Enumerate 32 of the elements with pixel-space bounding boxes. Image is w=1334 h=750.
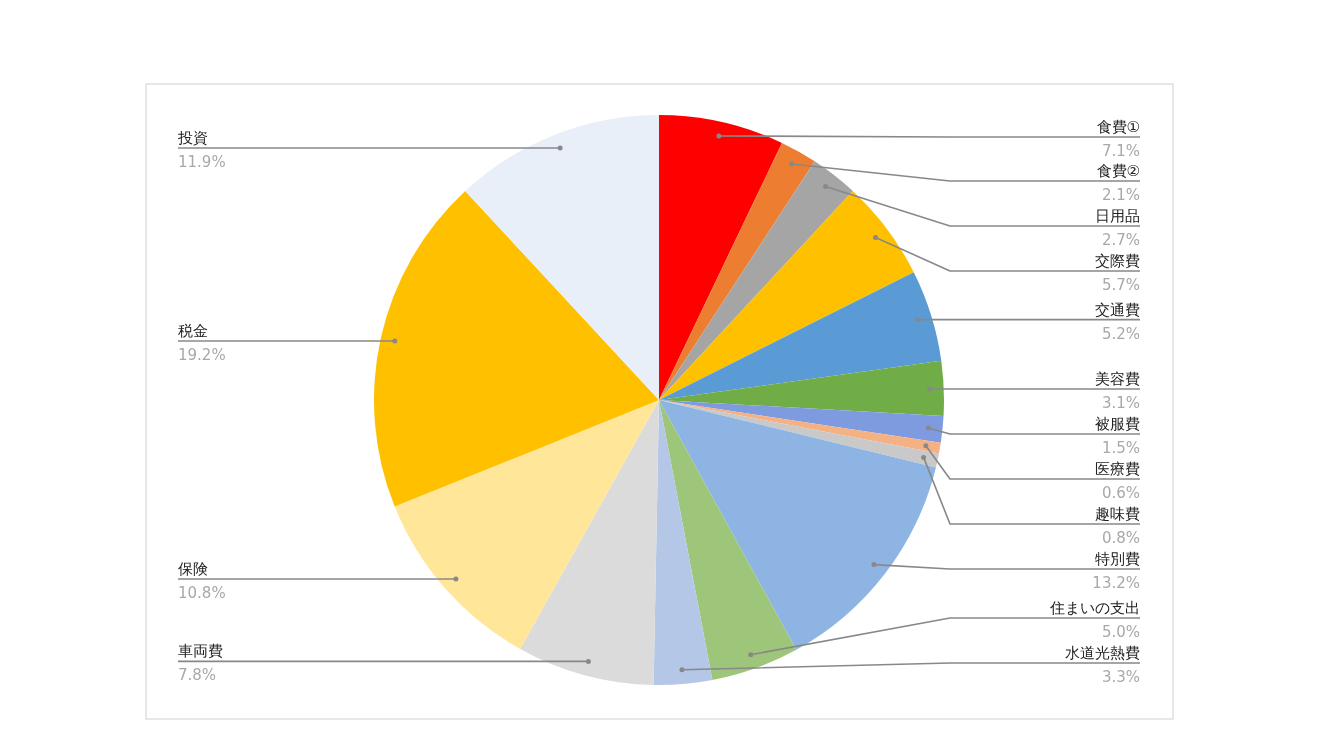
- data-label: 1.5%: [1101, 438, 1140, 457]
- data-label: 3.1%: [1101, 393, 1140, 412]
- slice-label: 日用品: [1095, 206, 1140, 225]
- slice-label: 被服費: [1095, 414, 1140, 433]
- data-label: 5.2%: [1101, 324, 1140, 343]
- slice-label: 特別費: [1095, 549, 1140, 568]
- slice-label: 医療費: [1095, 459, 1140, 478]
- slice-label: 車両費: [178, 642, 223, 661]
- data-label: 5.0%: [1101, 623, 1140, 641]
- data-label: 19.2%: [178, 345, 226, 364]
- data-label: 0.6%: [1101, 483, 1140, 502]
- data-label: 5.7%: [1101, 275, 1140, 294]
- slice-label: 住まいの支出: [1049, 599, 1140, 617]
- slice-label: 美容費: [1095, 369, 1140, 388]
- data-label: 2.7%: [1101, 230, 1140, 249]
- data-label: 3.3%: [1101, 668, 1140, 686]
- slice-label: 交際費: [1095, 251, 1140, 270]
- data-label: 10.8%: [178, 584, 226, 603]
- slice-label: 投資: [177, 128, 208, 147]
- data-label: 11.9%: [178, 152, 226, 171]
- slice-label: 水道光熱費: [1065, 644, 1140, 662]
- data-label: 0.8%: [1101, 528, 1140, 547]
- data-label: 2.1%: [1101, 185, 1140, 204]
- slice-label: 趣味費: [1095, 504, 1140, 523]
- slice-label: 食費②: [1096, 161, 1140, 180]
- data-label: 7.1%: [1101, 142, 1140, 160]
- slice-label: 食費①: [1096, 118, 1140, 136]
- slice-label: 交通費: [1095, 300, 1140, 319]
- data-label: 7.8%: [178, 666, 217, 685]
- data-label: 13.2%: [1092, 573, 1140, 592]
- slice-label: 税金: [178, 321, 208, 340]
- slice-label: 保険: [178, 560, 208, 579]
